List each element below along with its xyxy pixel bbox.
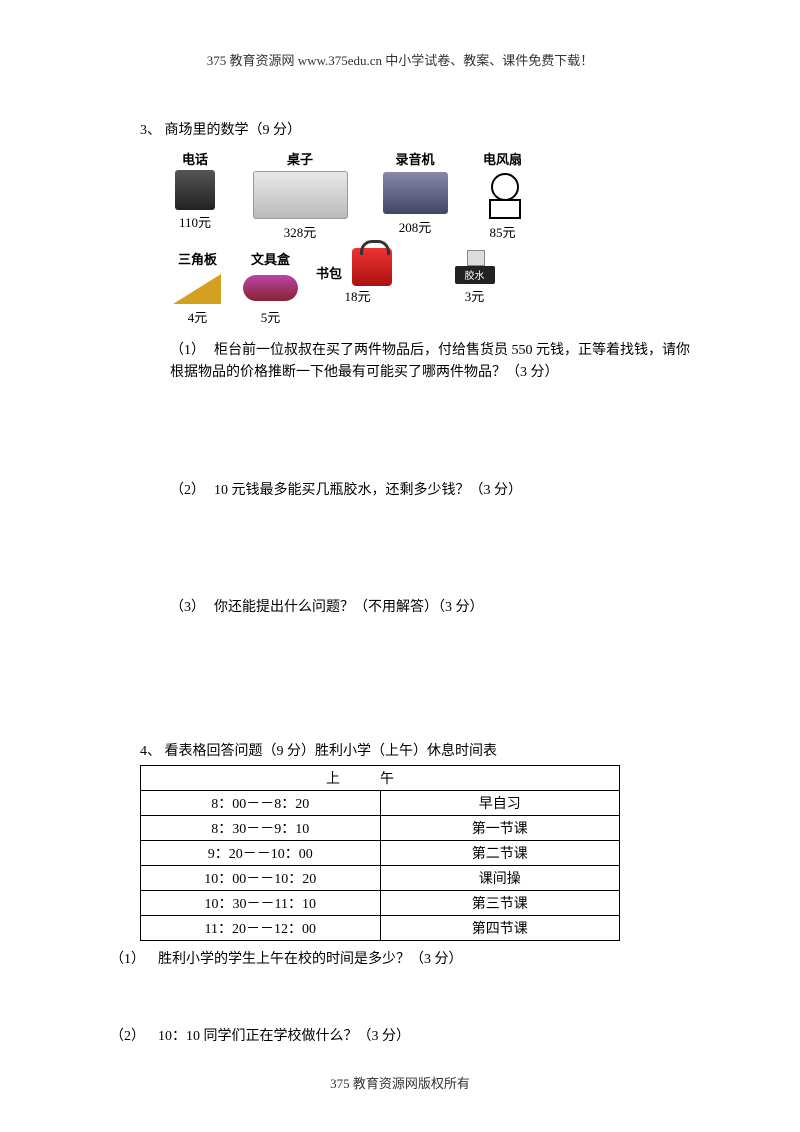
item-label: 桌子 [287,149,313,168]
item-price: 18元 [345,286,371,305]
activity-cell: 早自习 [380,790,620,815]
phone-icon [170,170,220,210]
q3-title: 3、 商场里的数学（9 分） [140,119,690,139]
triangle-icon [170,270,225,305]
q3-sub2: （2）10 元钱最多能买几瓶胶水，还剩多少钱？（3 分） [170,480,690,502]
time-cell: 8：30－－9：10 [141,815,381,840]
table-row: 8：30－－9：10第一节课 [141,815,620,840]
activity-cell: 课间操 [380,865,620,890]
sub-num: （3） [170,597,214,619]
item-label: 三角板 [178,249,217,268]
item-label: 电话 [182,149,208,168]
table-header-row: 上午 [141,765,620,790]
sub-num: （2） [170,480,214,502]
activity-cell: 第一节课 [380,815,620,840]
item-glue: 胶水 3元 [447,249,502,305]
time-cell: 10：00－－10：20 [141,865,381,890]
time-cell: 11：20－－12：00 [141,915,381,940]
item-price: 4元 [188,307,208,326]
table-row: 10：00－－10：20课间操 [141,865,620,890]
activity-cell: 第三节课 [380,890,620,915]
glue-icon: 胶水 [447,249,502,284]
item-radio: 录音机 208元 [380,149,450,236]
table-row: 10：30－－11：10第三节课 [141,890,620,915]
item-label: 电风扇 [483,149,522,168]
item-pencilbox: 文具盒 5元 [243,249,298,326]
sub-text: 10 元钱最多能买几瓶胶水，还剩多少钱？（3 分） [214,483,522,498]
sub-text: 10：10 同学们正在学校做什么？（3 分） [158,1029,410,1044]
q3-items-row2: 三角板 4元 文具盒 5元 书包 18元 胶水 3元 [170,249,690,326]
q4-sub2: （2）10：10 同学们正在学校做什么？（3 分） [110,1026,690,1048]
item-label: 书包 [316,263,342,282]
table-row: 11：20－－12：00第四节课 [141,915,620,940]
time-cell: 10：30－－11：10 [141,890,381,915]
table-row: 9：20－－10：00第二节课 [141,840,620,865]
sub-num: （1） [110,949,158,971]
q3-sub3: （3）你还能提出什么问题？（不用解答）（3 分） [170,597,690,619]
fan-icon [480,170,525,220]
page-header: 375 教育资源网 www.375edu.cn 中小学试卷、教案、课件免费下载！ [110,50,690,69]
radio-icon [380,170,450,215]
item-price: 208元 [399,217,432,236]
q3-items-row1: 电话 110元 桌子 328元 录音机 208元 电风扇 85元 [170,149,690,241]
time-cell: 9：20－－10：00 [141,840,381,865]
page-footer: 375 教育资源网版权所有 [0,1073,800,1092]
sub-num: （1） [170,340,214,362]
table-header-cell: 上午 [141,765,620,790]
item-bag: 书包 18元 [316,249,399,305]
bag-icon [344,249,399,284]
sub-num: （2） [110,1026,158,1048]
pencilbox-icon [243,270,298,305]
item-price: 3元 [465,286,485,305]
desk-icon [250,170,350,220]
activity-cell: 第四节课 [380,915,620,940]
table-row: 8：00－－8：20早自习 [141,790,620,815]
item-price: 328元 [284,222,317,241]
item-label: 录音机 [395,149,434,168]
item-desk: 桌子 328元 [250,149,350,241]
q4-title: 4、 看表格回答问题（9 分）胜利小学（上午）休息时间表 [140,740,690,760]
item-price: 5元 [261,307,281,326]
sub-text: 胜利小学的学生上午在校的时间是多少？（3 分） [158,952,463,967]
q3-sub1: （1）柜台前一位叔叔在买了两件物品后，付给售货员 550 元钱，正等着找钱，请你… [170,340,690,385]
item-price: 85元 [489,222,515,241]
item-fan: 电风扇 85元 [480,149,525,241]
item-phone: 电话 110元 [170,149,220,231]
activity-cell: 第二节课 [380,840,620,865]
time-cell: 8：00－－8：20 [141,790,381,815]
schedule-table: 上午 8：00－－8：20早自习 8：30－－9：10第一节课 9：20－－10… [140,765,620,941]
sub-text: 柜台前一位叔叔在买了两件物品后，付给售货员 550 元钱，正等着找钱，请你根据物… [170,343,690,380]
item-price: 110元 [179,212,211,231]
q4-sub1: （1）胜利小学的学生上午在校的时间是多少？（3 分） [110,949,690,971]
item-triangle: 三角板 4元 [170,249,225,326]
sub-text: 你还能提出什么问题？（不用解答）（3 分） [214,600,484,615]
item-label: 文具盒 [251,249,290,268]
